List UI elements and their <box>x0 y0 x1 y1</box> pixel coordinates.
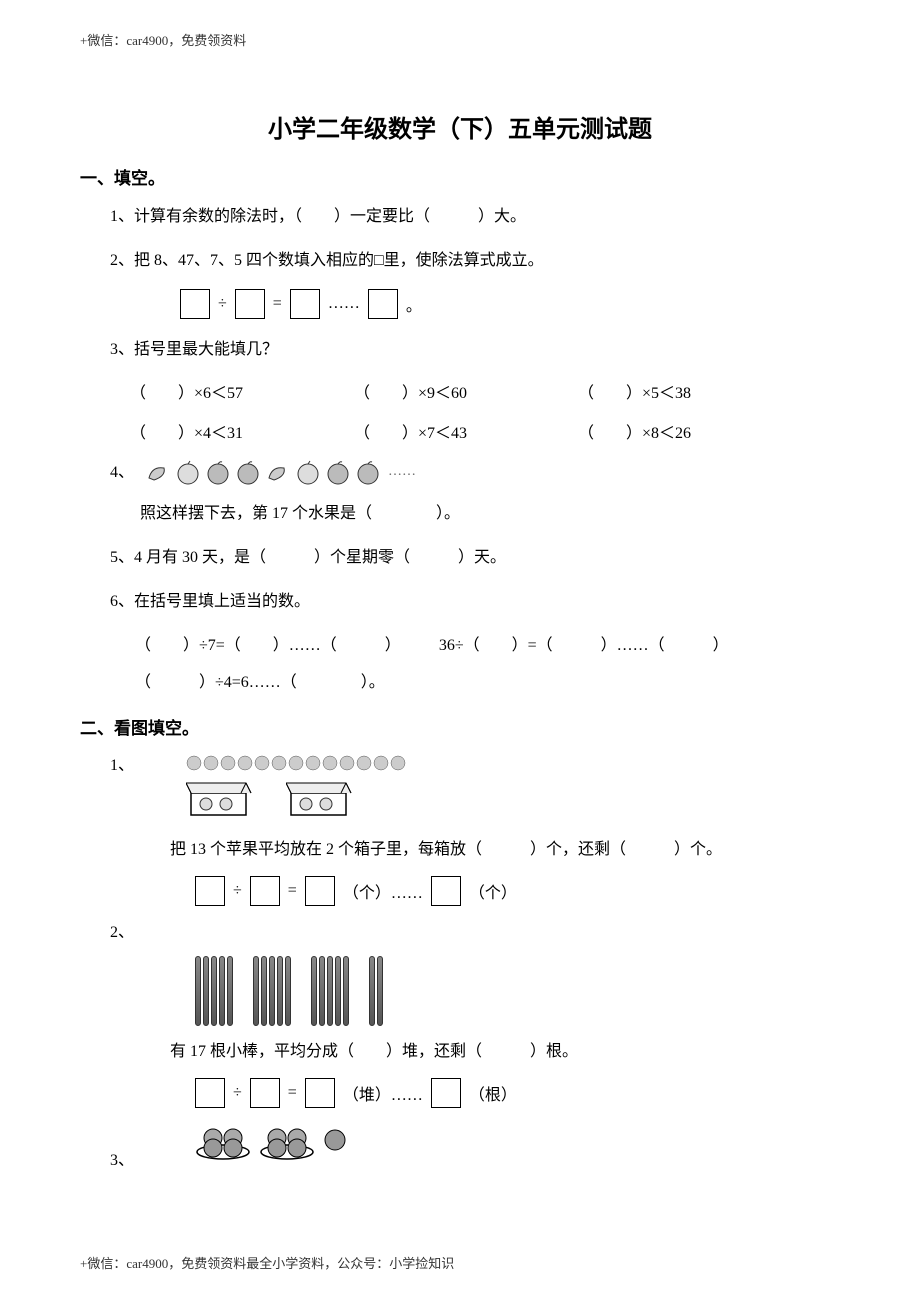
cake-icon <box>323 1128 347 1152</box>
crate-icon <box>286 778 356 818</box>
crate-icon <box>186 778 256 818</box>
peach-icon <box>174 458 202 486</box>
banana-icon <box>144 458 172 486</box>
plates-row <box>195 1120 347 1160</box>
q3-row1: （ ）×6＜57 （ ）×9＜60 （ ）×5＜38 <box>130 378 840 410</box>
q2-equation: ÷ = …… 。 <box>180 289 840 319</box>
q6-label: 6、在括号里填上适当的数。 <box>110 586 840 618</box>
eq-sign: = <box>273 295 282 313</box>
s2-q1-label: 1、 <box>110 751 134 781</box>
q3-item: （ ）×5＜38 <box>578 378 798 410</box>
page-title: 小学二年级数学（下）五单元测试题 <box>80 109 840 144</box>
blank-box <box>195 1078 225 1108</box>
plate-icon <box>259 1120 315 1160</box>
q3-item: （ ）×6＜57 <box>130 378 350 410</box>
s2-q2-eq: ÷ = （堆）…… （根） <box>195 1078 840 1108</box>
q4-label: 4、 <box>110 458 134 488</box>
blank-box <box>250 1078 280 1108</box>
blank-box <box>250 876 280 906</box>
section1-heading: 一、填空。 <box>80 164 840 189</box>
period: 。 <box>406 292 422 316</box>
s2-q3-label: 3、 <box>110 1146 134 1170</box>
s2-q1-text: 把 13 个苹果平均放在 2 个箱子里，每箱放（ ）个，还剩（ ）个。 <box>170 834 840 866</box>
q3-row2: （ ）×4＜31 （ ）×7＜43 （ ）×8＜26 <box>130 418 840 450</box>
apples-row <box>186 751 840 773</box>
pattern-dots: …… <box>388 464 416 480</box>
crates-row <box>186 778 840 818</box>
apple-icon <box>234 458 262 486</box>
div-sign: ÷ <box>233 882 242 900</box>
q5: 5、4 月有 30 天，是（ ）个星期零（ ）天。 <box>110 542 840 574</box>
footer-note: +微信：car4900，免费领资料最全小学资料，公众号：小学捡知识 <box>80 1253 454 1272</box>
blank-box <box>305 876 335 906</box>
q6-row2: （ ）÷4=6……（ ）。 <box>135 667 840 699</box>
div-sign: ÷ <box>218 295 227 313</box>
stick-remainder <box>369 956 383 1026</box>
unit-text: （个）…… <box>343 879 423 903</box>
stick-bundle <box>253 956 291 1026</box>
q6-part: 36÷（ ）=（ ）……（ ） <box>439 637 729 654</box>
q1: 1、计算有余数的除法时，（ ）一定要比（ ）大。 <box>110 201 840 233</box>
div-sign: ÷ <box>233 1084 242 1102</box>
dots: …… <box>328 295 360 313</box>
blank-box <box>368 289 398 319</box>
eq-sign: = <box>288 882 297 900</box>
s2-q1-eq: ÷ = （个）…… （个） <box>195 876 840 906</box>
blank-box <box>290 289 320 319</box>
sticks-row <box>195 956 840 1026</box>
apple-icon <box>354 458 382 486</box>
blank-box <box>431 876 461 906</box>
blank-box <box>235 289 265 319</box>
blank-box <box>180 289 210 319</box>
stick-bundle <box>311 956 349 1026</box>
s2-q3: 3、 <box>80 1120 840 1170</box>
section2-heading: 二、看图填空。 <box>80 714 840 739</box>
peach-icon <box>294 458 322 486</box>
eq-sign: = <box>288 1084 297 1102</box>
q6-row1: （ ）÷7=（ ）……（ ） 36÷（ ）=（ ）……（ ） <box>135 630 840 662</box>
s2-q2-label: 2、 <box>110 918 134 948</box>
plate-icon <box>195 1120 251 1160</box>
q4: 4、 …… <box>110 458 840 488</box>
q3-item: （ ）×4＜31 <box>130 418 350 450</box>
apples-strip-icon <box>186 751 406 773</box>
q6-part: （ ）÷7=（ ）……（ ） <box>135 637 401 654</box>
s2-q2-text: 有 17 根小棒，平均分成（ ）堆，还剩（ ）根。 <box>170 1036 840 1068</box>
blank-box <box>195 876 225 906</box>
stick-bundle <box>195 956 233 1026</box>
unit-text: （根） <box>469 1081 517 1105</box>
unit-text: （堆）…… <box>343 1081 423 1105</box>
s2-q2: 2、 <box>110 918 840 948</box>
apple-icon <box>204 458 232 486</box>
fruit-pattern: …… <box>144 458 416 486</box>
s2-q1: 1、 <box>110 751 840 826</box>
q3-item: （ ）×7＜43 <box>354 418 574 450</box>
blank-box <box>305 1078 335 1108</box>
q2: 2、把 8、47、7、5 四个数填入相应的□里，使除法算式成立。 <box>110 245 840 277</box>
q4-text: 照这样摆下去，第 17 个水果是（ ）。 <box>140 498 840 530</box>
apple-icon <box>324 458 352 486</box>
q3-label: 3、括号里最大能填几？ <box>110 334 840 366</box>
q3-item: （ ）×8＜26 <box>578 418 798 450</box>
header-note: +微信：car4900，免费领资料 <box>80 30 840 49</box>
blank-box <box>431 1078 461 1108</box>
q3-item: （ ）×9＜60 <box>354 378 574 410</box>
banana-icon <box>264 458 292 486</box>
unit-text: （个） <box>469 879 517 903</box>
